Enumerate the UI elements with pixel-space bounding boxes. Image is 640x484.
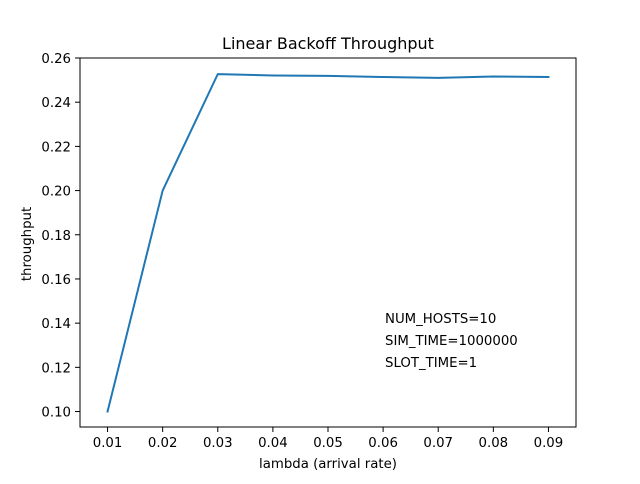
y-tick-label: 0.18 xyxy=(41,229,71,244)
axis-ticks: 0.01 0.02 0.03 0.04 0.05 0.06 0.07 0.08 0.09 0.10… xyxy=(41,52,563,451)
plot-area-frame xyxy=(79,57,577,428)
annotation-num-hosts: NUM_HOSTS=10 xyxy=(385,312,496,327)
annotation-sim-time: SIM_TIME=1000000 xyxy=(385,334,518,349)
series-line xyxy=(106,73,550,413)
y-tick-label: 0.12 xyxy=(41,361,71,376)
annotations: NUM_HOSTS=10 SIM_TIME=1000000 SLOT_TIME=… xyxy=(385,312,518,371)
x-tick-label: 0.06 xyxy=(368,436,398,451)
y-tick-label: 0.22 xyxy=(41,140,71,155)
x-tick-label: 0.01 xyxy=(93,436,123,451)
x-tick-label: 0.07 xyxy=(423,436,453,451)
y-tick-label: 0.20 xyxy=(41,185,71,200)
y-tick-label: 0.14 xyxy=(41,317,71,332)
annotation-slot-time: SLOT_TIME=1 xyxy=(385,356,477,371)
x-tick-label: 0.03 xyxy=(203,436,233,451)
y-tick-label: 0.26 xyxy=(41,52,71,67)
series-layer xyxy=(106,73,550,413)
x-axis-label: lambda (arrival rate) xyxy=(259,457,397,472)
x-tick-label: 0.09 xyxy=(534,436,564,451)
y-axis-label: throughput xyxy=(20,207,35,281)
y-tick-label: 0.10 xyxy=(41,406,71,421)
x-tick-label: 0.05 xyxy=(313,436,343,451)
x-tick-label: 0.04 xyxy=(258,436,288,451)
y-tick-label: 0.24 xyxy=(41,96,71,111)
chart-title: Linear Backoff Throughput xyxy=(222,34,434,53)
y-tick-label: 0.16 xyxy=(41,273,71,288)
x-tick-label: 0.02 xyxy=(148,436,178,451)
x-tick-label: 0.08 xyxy=(479,436,509,451)
